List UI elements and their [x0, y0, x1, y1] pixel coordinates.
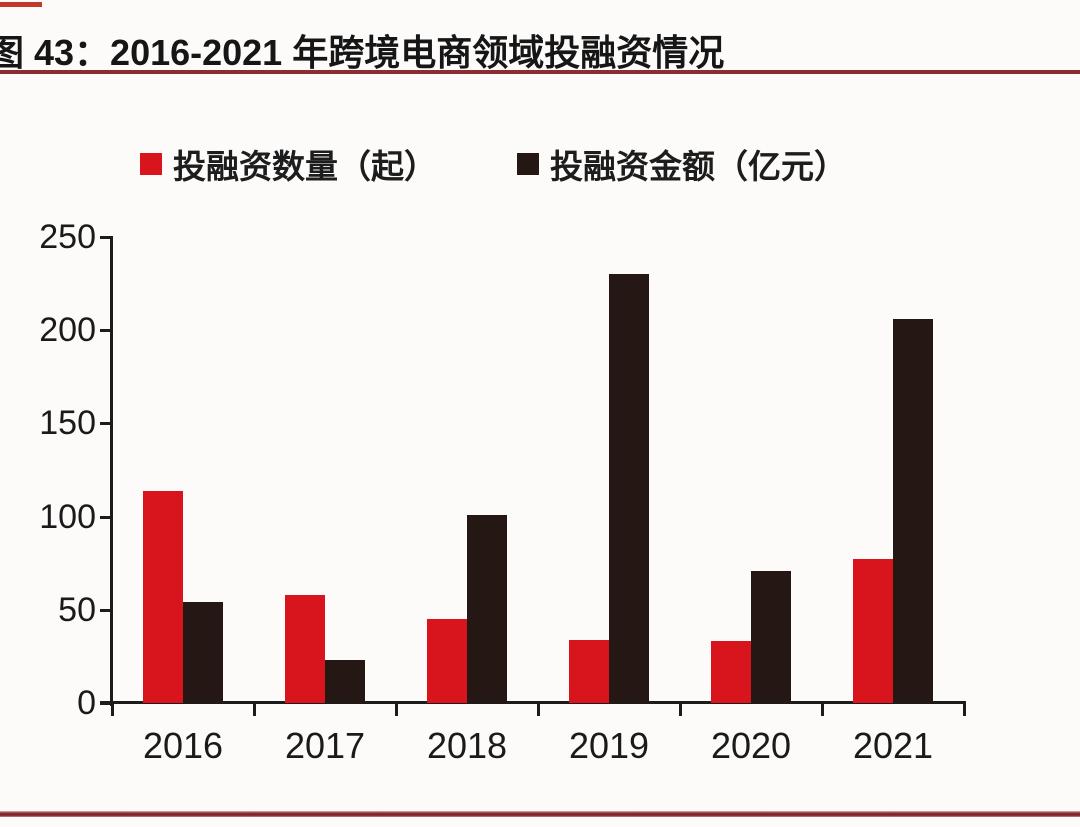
bar-count-2016 [143, 490, 183, 703]
legend-swatch-icon [517, 153, 539, 175]
y-axis-tick [100, 515, 112, 519]
x-axis-tick [963, 703, 966, 716]
y-axis-line [110, 236, 113, 706]
x-axis-tick [395, 703, 398, 716]
x-axis-tick [821, 703, 824, 716]
bottom-rule [0, 811, 1080, 817]
x-axis-label: 2017 [284, 725, 366, 766]
y-axis-tick [100, 236, 112, 239]
y-axis-tick [100, 329, 112, 333]
y-axis-label: 100 [39, 497, 96, 536]
x-axis-tick [253, 703, 256, 716]
legend-item-0: 投融资数量（起） [140, 140, 437, 188]
legend-label: 投融资数量（起） [173, 148, 437, 185]
legend-label: 投融资金额（亿元） [550, 148, 847, 185]
bar-amount-2018 [467, 514, 507, 703]
y-axis-label: 250 [39, 218, 96, 256]
bar-amount-2020 [751, 570, 791, 703]
bar-count-2020 [711, 641, 751, 703]
y-axis-label: 150 [39, 404, 96, 443]
bar-count-2019 [569, 639, 609, 703]
title-underline-rule [0, 70, 1080, 74]
x-axis-label: 2021 [852, 725, 934, 766]
bar-count-2021 [853, 559, 893, 703]
x-axis-line [100, 701, 966, 704]
bar-amount-2016 [183, 602, 223, 703]
x-axis-tick [111, 703, 114, 716]
x-axis-tick [679, 703, 682, 716]
y-axis-label: 50 [58, 590, 96, 629]
top-left-red-mark [0, 2, 42, 7]
x-axis-label: 2020 [710, 725, 792, 766]
x-axis-label: 2016 [142, 725, 224, 766]
bar-count-2017 [285, 594, 325, 703]
chart-legend: 投融资数量（起） 投融资金额（亿元） [140, 140, 847, 188]
bar-amount-2017 [325, 660, 365, 703]
y-axis-label: 0 [77, 684, 96, 722]
x-axis-tick [537, 703, 540, 716]
x-axis-label: 2019 [568, 725, 650, 766]
figure-title: 图 43：2016-2021 年跨境电商领域投融资情况 [0, 32, 725, 73]
y-axis-tick [100, 702, 112, 705]
y-axis-label: 200 [39, 311, 96, 350]
x-axis-label: 2018 [426, 725, 508, 766]
y-axis-tick [100, 422, 112, 426]
legend-swatch-icon [140, 153, 162, 175]
legend-item-1: 投融资金额（亿元） [517, 140, 847, 188]
bar-count-2018 [427, 619, 467, 703]
bar-amount-2019 [609, 274, 649, 703]
bar-amount-2021 [893, 319, 933, 703]
y-axis-tick [100, 608, 112, 612]
